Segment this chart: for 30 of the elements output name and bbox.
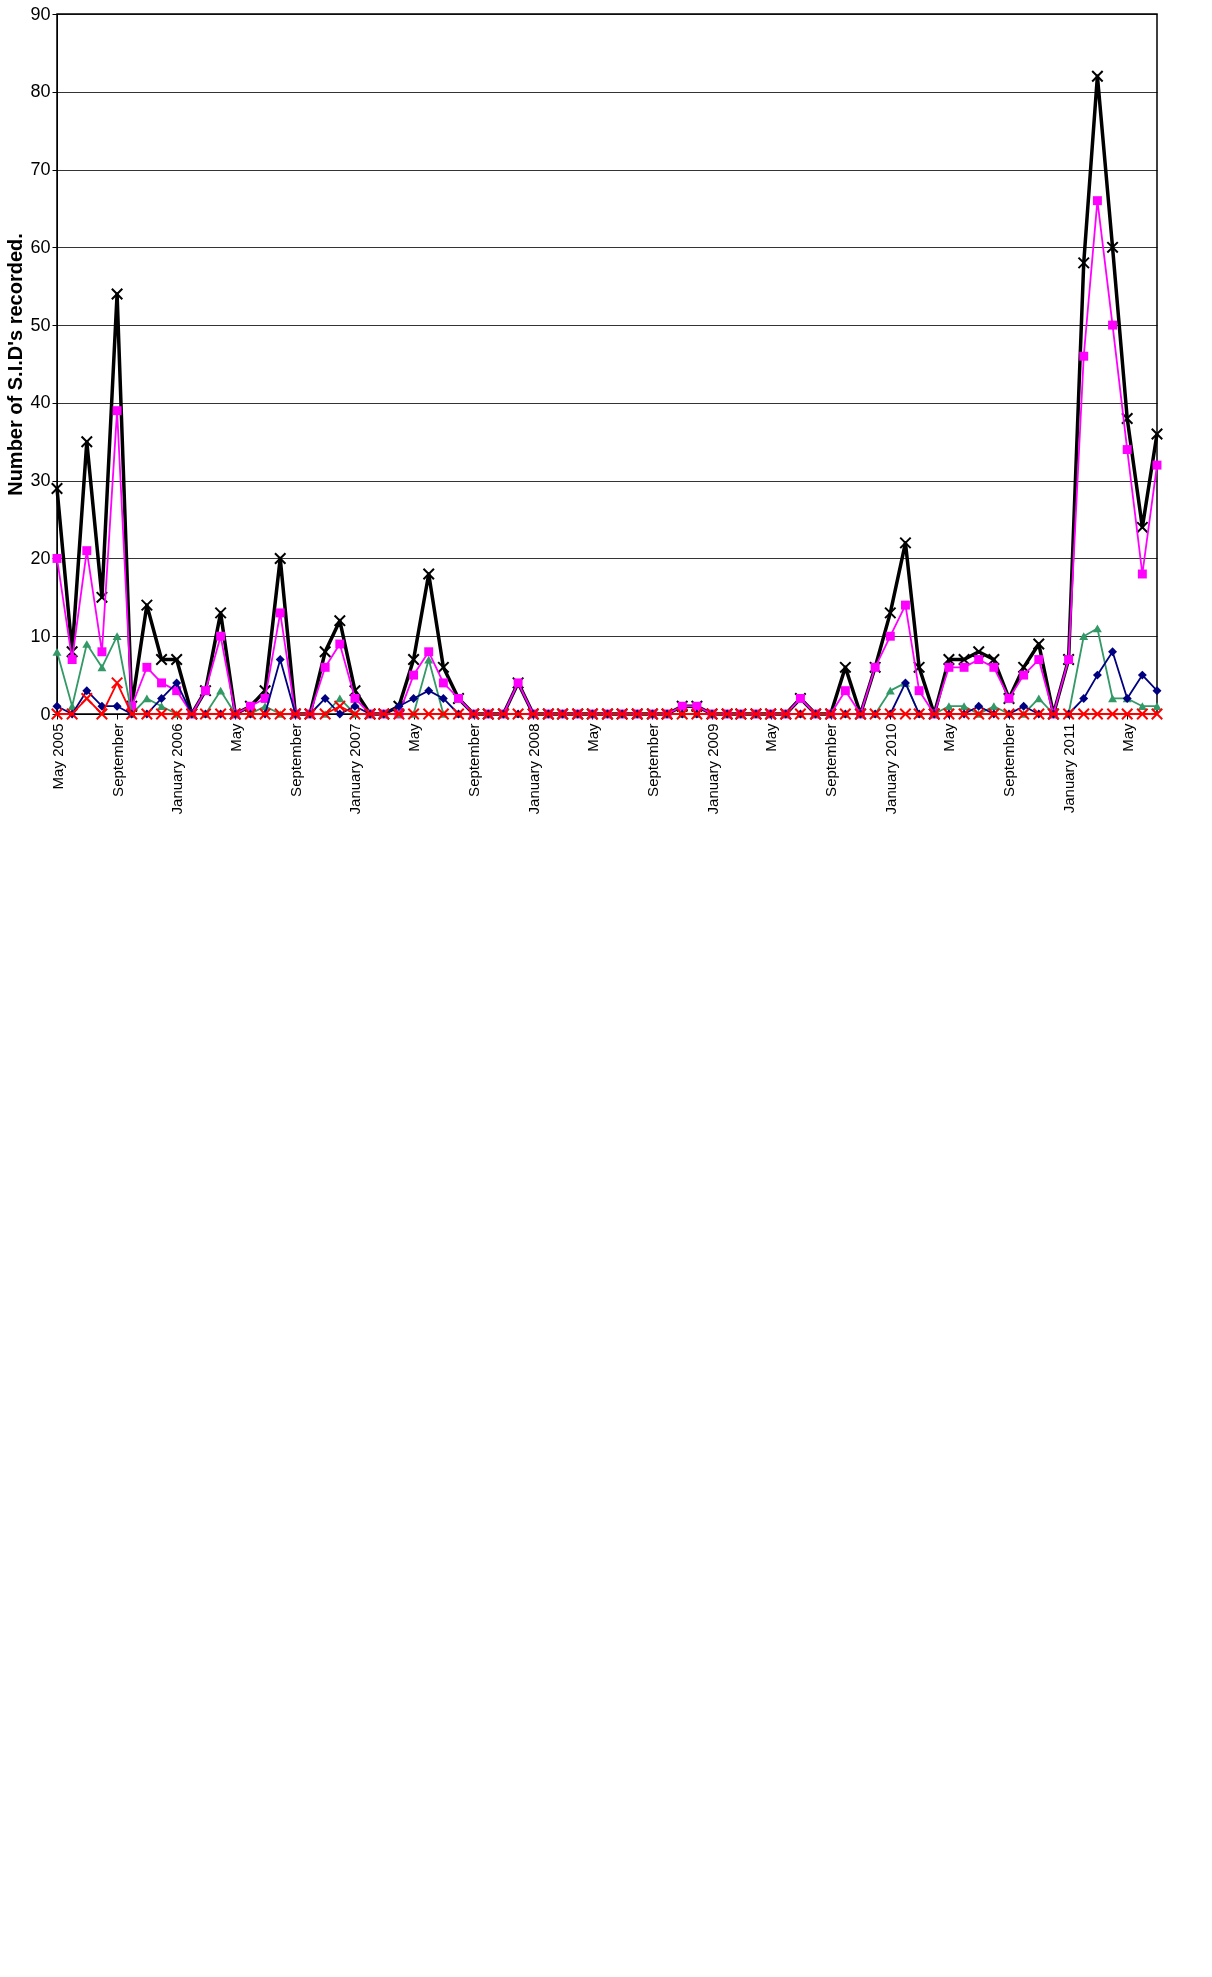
y-axis-title: Number of S.I.D's recorded. bbox=[4, 233, 27, 496]
x-tick-label: September bbox=[465, 723, 483, 797]
x-tick-label: May bbox=[940, 723, 958, 752]
y-tick-label: 80 bbox=[30, 81, 51, 102]
x-tick-label: September bbox=[1000, 723, 1018, 797]
x-tick-label: September bbox=[822, 723, 840, 797]
x-tick-label: January 2011 bbox=[1060, 723, 1078, 814]
x-tick-label: May 2005 bbox=[48, 723, 66, 790]
x-tick-label: January 2010 bbox=[881, 723, 899, 815]
x-tick-label: January 2008 bbox=[524, 723, 542, 815]
y-tick-label: 40 bbox=[30, 392, 51, 413]
x-tick-label: September bbox=[108, 723, 126, 797]
x-tick-label: January 2007 bbox=[346, 723, 364, 815]
y-tick-label: 90 bbox=[30, 3, 51, 24]
x-tick-label: January 2006 bbox=[168, 723, 186, 815]
y-tick-label: 0 bbox=[40, 703, 51, 724]
x-tick-label: May bbox=[405, 723, 423, 752]
x-tick-label: September bbox=[643, 723, 661, 797]
x-tick-label: May bbox=[226, 723, 244, 752]
x-tick-label: May bbox=[583, 723, 601, 752]
x-tick-label: September bbox=[286, 723, 304, 797]
y-tick-label: 50 bbox=[30, 314, 51, 335]
y-tick-label: 60 bbox=[30, 236, 51, 257]
x-tick-label: May bbox=[762, 723, 780, 752]
x-tick-label: May bbox=[1118, 723, 1136, 752]
y-tick-label: 10 bbox=[30, 625, 51, 646]
y-tick-label: 20 bbox=[30, 547, 51, 568]
y-tick-label: 30 bbox=[30, 470, 51, 491]
x-tick-label: January 2009 bbox=[703, 723, 721, 815]
y-tick-label: 70 bbox=[30, 159, 51, 180]
